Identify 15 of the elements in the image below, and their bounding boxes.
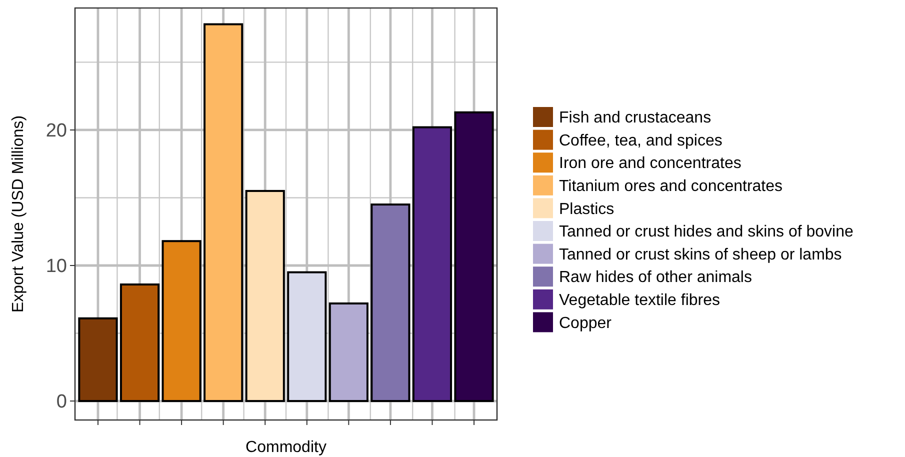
legend-label: Plastics bbox=[559, 200, 614, 218]
x-axis-title: Commodity bbox=[246, 439, 326, 456]
legend-label: Coffee, tea, and spices bbox=[559, 132, 722, 150]
legend-label: Fish and crustaceans bbox=[559, 110, 712, 127]
legend-label: Raw hides of other animals bbox=[559, 269, 752, 286]
legend-label: Vegetable textile fibres bbox=[559, 292, 720, 309]
y-tick-label: 20 bbox=[46, 120, 67, 142]
y-tick-label: 10 bbox=[46, 256, 67, 278]
legend-label: Iron ore and concentrates bbox=[559, 155, 742, 172]
legend-label: Tanned or crust skins of sheep or lambs bbox=[559, 246, 842, 264]
legend-label: Titanium ores and concentrates bbox=[559, 178, 783, 195]
y-axis-title: Export Value (USD Millions) bbox=[10, 115, 27, 313]
legend-label: Copper bbox=[559, 314, 612, 332]
legend-label: Tanned or crust hides and skins of bovine bbox=[559, 224, 854, 241]
y-tick-label: 0 bbox=[56, 392, 67, 413]
